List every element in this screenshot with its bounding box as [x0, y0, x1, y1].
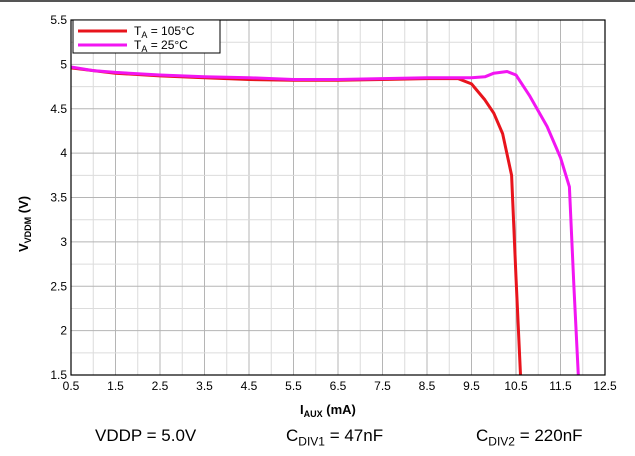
- legend-box: [72, 19, 221, 54]
- x-tick-label: 12.5: [593, 379, 617, 393]
- series-lines: [70, 65, 580, 376]
- x-tick-label: 5.5: [285, 379, 302, 393]
- y-axis-label: VVDDM (V): [16, 196, 33, 252]
- y-tick-label: 3.5: [50, 191, 67, 205]
- series-line-105c: [70, 66, 522, 376]
- x-tick-label: 8.5: [419, 379, 436, 393]
- x-tick-label: 6.5: [330, 379, 347, 393]
- legend-label-25c: TA = 25°C: [134, 38, 188, 54]
- x-tick-label: 3.5: [196, 379, 213, 393]
- x-tick-label: 11.5: [549, 379, 572, 393]
- top-rule: [0, 0, 635, 2]
- y-tick-label: 1.5: [50, 368, 67, 382]
- legend: TA = 105°C TA = 25°C: [72, 19, 221, 54]
- x-tick-label: 7.5: [374, 379, 391, 393]
- y-tick-label: 2.5: [50, 279, 67, 293]
- caption-vddp: VDDP = 5.0V: [95, 426, 197, 445]
- x-tick-label: 1.5: [107, 379, 124, 393]
- y-tick-label: 5: [60, 57, 67, 71]
- plot-frame: [70, 19, 606, 376]
- y-tick-label: 2: [60, 324, 67, 338]
- y-tick-label: 3: [60, 235, 67, 249]
- x-tick-label: 10.5: [504, 379, 528, 393]
- y-tick-label: 5.5: [50, 13, 67, 27]
- x-tick-label: 2.5: [152, 379, 169, 393]
- y-tick-label: 4: [60, 146, 67, 160]
- x-tick-label: 0.5: [63, 379, 80, 393]
- x-tick-label: 4.5: [241, 379, 258, 393]
- x-tick-label: 9.5: [463, 379, 480, 393]
- series-line-25c: [70, 65, 580, 376]
- y-tick-label: 4.5: [50, 102, 67, 116]
- caption-cdiv2: CDIV2 = 220nF: [476, 426, 583, 449]
- x-axis-label: IAUX (mA): [300, 402, 356, 419]
- legend-label-105c: TA = 105°C: [134, 24, 195, 40]
- tick-labels: 0.5 1.5 2.5 3.5 4.5 5.5 6.5 7.5 8.5 9.5 10.5 11.5 12…: [50, 13, 617, 393]
- caption-cdiv1: CDIV1 = 47nF: [286, 426, 384, 449]
